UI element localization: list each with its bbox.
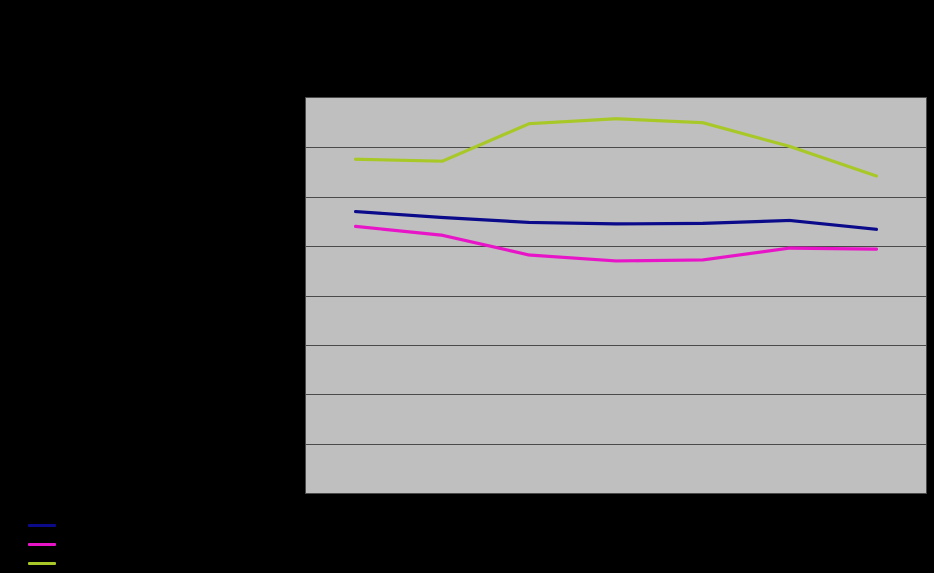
legend	[28, 516, 56, 573]
plot-area	[305, 97, 927, 494]
line-series-olive	[356, 119, 877, 176]
line-series-magenta	[356, 226, 877, 261]
legend-item-series-magenta	[28, 535, 56, 554]
legend-item-series-navy	[28, 516, 56, 535]
legend-swatch	[28, 543, 56, 546]
line-series-navy	[356, 212, 877, 230]
legend-swatch	[28, 562, 56, 565]
chart-lines	[306, 98, 926, 493]
legend-swatch	[28, 524, 56, 527]
legend-item-series-olive	[28, 554, 56, 573]
